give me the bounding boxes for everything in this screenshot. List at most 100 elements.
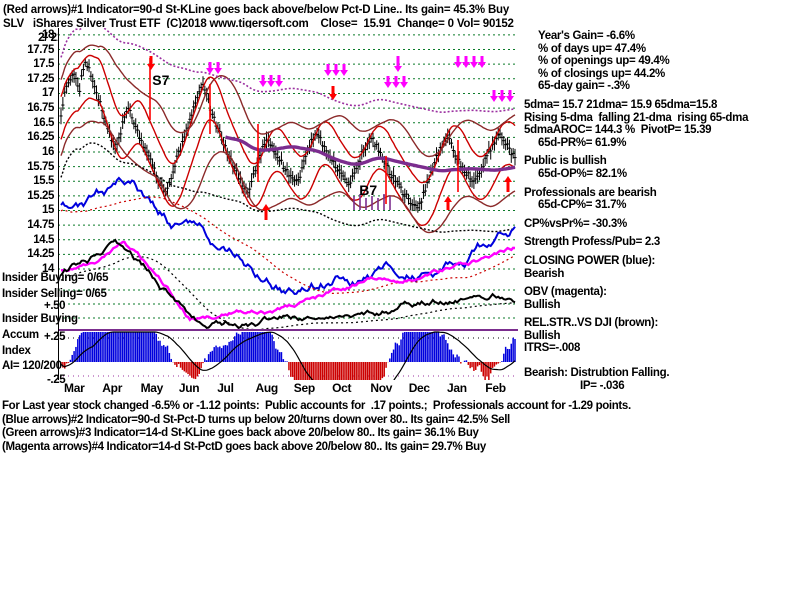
month-tick-label-apr: Apr bbox=[102, 381, 123, 395]
month-tick-label-aug: Aug bbox=[255, 381, 279, 395]
ticker-header: SLV iShares Silver Trust ETF (C)2018 www… bbox=[3, 18, 514, 30]
month-tick-label-jan: Jan bbox=[447, 381, 467, 395]
buy-arrow bbox=[262, 204, 270, 220]
footer-note-2: (Blue arrows)#2 Indicator=90-d St-Pct-D … bbox=[2, 413, 510, 426]
y-axis-tick-label: 18 bbox=[42, 28, 54, 41]
y-axis-tick-label: 17.25 bbox=[27, 72, 54, 85]
month-tick-label-feb: Feb bbox=[485, 381, 506, 395]
y-axis-tick-label: 15.75 bbox=[27, 160, 54, 173]
y-axis-tick-label: 17 bbox=[42, 87, 54, 100]
accum-index-title-3: Index bbox=[2, 345, 31, 357]
sell-arrow bbox=[267, 75, 275, 87]
month-tick-label-nov: Nov bbox=[370, 381, 393, 395]
price-chart-svg bbox=[58, 28, 518, 380]
pr65-stat: 65d-PR%= 61.9% bbox=[538, 136, 627, 149]
professionals-sentiment-stat: Professionals are bearish bbox=[524, 186, 657, 199]
y-axis-tick-label: 15.25 bbox=[27, 189, 54, 202]
buy-arrow bbox=[504, 176, 512, 192]
cp65-stat: 65d-CP%= 31.7% bbox=[538, 199, 627, 212]
sell-arrow bbox=[462, 56, 470, 68]
sell-arrow bbox=[400, 76, 408, 88]
aroc-pivot-stat: 5dmaAROC= 144.3 % PivotP= 15.39 bbox=[524, 124, 712, 137]
moving-averages-stat: 5dma= 15.7 21dma= 15.9 65dma=15.8 bbox=[524, 98, 718, 111]
month-tick-label-sep: Sep bbox=[293, 381, 315, 395]
month-tick-label-jun: Jun bbox=[178, 381, 200, 395]
y-axis-tick-label: 14.25 bbox=[27, 248, 54, 261]
sell-arrow bbox=[394, 56, 402, 72]
years-gain-stat: Year's Gain= -6.6% bbox=[538, 30, 635, 42]
sell-arrow bbox=[384, 76, 392, 88]
footer-notes: For Last year stock changed -6.5% or -1.… bbox=[2, 400, 798, 454]
sell-arrow bbox=[478, 56, 486, 68]
month-tick-label-mar: Mar bbox=[64, 381, 85, 395]
accum-index-title-1: Insider Buying bbox=[2, 313, 78, 325]
statistics-panel: Year's Gain= -6.6% % of days up= 47.4% %… bbox=[524, 30, 800, 392]
sell-arrow bbox=[340, 64, 348, 76]
sell-arrow bbox=[259, 75, 267, 87]
relstr-value: Bullish bbox=[524, 329, 561, 342]
relstr-title: REL.STR..VS DJI (brown): bbox=[524, 317, 658, 330]
y-axis-tick-label: 14.5 bbox=[33, 233, 54, 246]
price-chart-plot bbox=[58, 28, 518, 380]
insider-selling-label: Insider Selling= 0/65 bbox=[2, 288, 107, 300]
closing-power-title: CLOSING POWER (blue): bbox=[524, 254, 656, 267]
y-axis-tick-label: 16.5 bbox=[33, 116, 54, 129]
sell-signal-marker-s7: S7 bbox=[152, 71, 170, 88]
month-tick-label-oct: Oct bbox=[332, 381, 352, 395]
footer-note-4: (Magenta arrows)#4 Indicator=14-d St-Pct… bbox=[2, 440, 486, 453]
footer-note-3: (Green arrows)#3 Indicator=14-d St-KLine… bbox=[2, 427, 479, 439]
sell-arrow bbox=[275, 75, 283, 87]
sell-arrow bbox=[214, 62, 222, 74]
public-sentiment-stat: Public is bullish bbox=[524, 155, 607, 168]
scale-plus-50-label: +.50 bbox=[44, 300, 66, 312]
sell-arrow bbox=[454, 56, 462, 68]
dma-trend-stat: Rising 5-dma falling 21-dma rising 65-dm… bbox=[524, 111, 749, 124]
scale-plus-25-label: +.25 bbox=[44, 331, 66, 343]
y-axis-tick-label: 15 bbox=[42, 204, 54, 217]
pct-days-up-stat: % of days up= 47.4% bbox=[538, 42, 646, 55]
op65-stat: 65d-OP%= 82.1% bbox=[538, 167, 627, 180]
sell-arrow bbox=[490, 90, 498, 102]
ip-value: IP= -.036 bbox=[580, 379, 625, 392]
sell-arrow bbox=[498, 90, 506, 102]
month-tick-label-dec: Dec bbox=[408, 381, 430, 395]
sell-arrow bbox=[506, 90, 514, 102]
y-axis-tick-label: 16 bbox=[42, 145, 54, 158]
distribution-status: Bearish: Distrubtion Falling. bbox=[524, 367, 670, 380]
buy-arrow bbox=[444, 196, 452, 210]
month-tick-label-jul: Jul bbox=[217, 381, 234, 395]
sell-arrow bbox=[392, 76, 400, 88]
sell-arrow bbox=[206, 62, 214, 74]
sell-arrow bbox=[324, 64, 332, 76]
y-axis-tick-label: 17.75 bbox=[27, 43, 54, 56]
cp-vs-pr-stat: CP%vsPr%= -30.3% bbox=[524, 217, 627, 230]
obv-value: Bullish bbox=[524, 298, 561, 311]
footer-note-1: For Last year stock changed -6.5% or -1.… bbox=[2, 400, 631, 412]
month-axis: Mar Apr May Jun Jul Aug Sep Oct Nov Dec Jan Feb bbox=[58, 381, 518, 397]
y-axis-tick-label: 16.75 bbox=[27, 102, 54, 115]
accum-index-title-2: Accum bbox=[2, 329, 39, 341]
sell-arrow bbox=[470, 56, 478, 68]
obv-title: OBV (magenta): bbox=[524, 286, 607, 299]
sell-arrow bbox=[147, 56, 155, 70]
indicator-1-header: (Red arrows)#1 Indicator=90-d St-KLine g… bbox=[3, 4, 510, 16]
y-axis-tick-label: 14 bbox=[42, 262, 54, 275]
sell-arrow bbox=[329, 86, 337, 100]
y-axis-tick-label: 17.5 bbox=[33, 58, 54, 71]
pct-openings-up-stat: % of openings up= 49.4% bbox=[538, 55, 670, 68]
sell-arrow bbox=[332, 64, 340, 76]
scale-minus-25-label: -.25 bbox=[47, 374, 66, 386]
ai-value-label: AI= 120/200 bbox=[2, 360, 62, 372]
insider-buying-label: Insider Buying= 0/65 bbox=[2, 272, 109, 284]
month-tick-label-may: May bbox=[140, 381, 164, 395]
strength-profess-pub-stat: Strength Profess/Pub= 2.3 bbox=[524, 236, 660, 249]
buy-signal-marker-b7: B7 bbox=[359, 182, 378, 199]
65-day-gain-stat: 65-day gain= -.3% bbox=[538, 80, 630, 93]
y-axis-tick-label: 15.5 bbox=[33, 175, 54, 188]
y-axis-tick-label: 16.25 bbox=[27, 131, 54, 144]
price-y-axis: 18 17.75 17.5 17.25 17 16.75 16.5 16.25 16 15.75 1… bbox=[0, 28, 56, 288]
pct-closings-up-stat: % of closings up= 44.2% bbox=[538, 67, 665, 80]
closing-power-value: Bearish bbox=[524, 267, 565, 280]
y-axis-tick-label: 14.75 bbox=[27, 219, 54, 232]
